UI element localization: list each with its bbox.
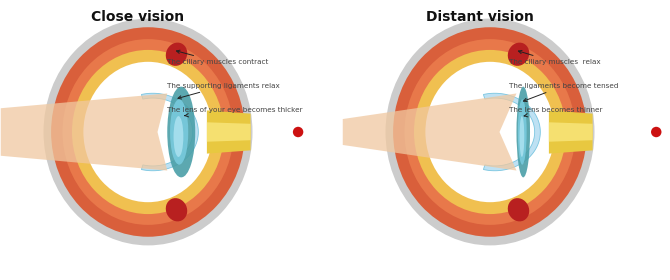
Ellipse shape	[83, 62, 212, 202]
Text: Close vision: Close vision	[91, 10, 184, 24]
Ellipse shape	[519, 116, 524, 157]
Ellipse shape	[508, 198, 529, 221]
Text: The ciliary muscles contract: The ciliary muscles contract	[167, 50, 269, 65]
Ellipse shape	[518, 99, 527, 165]
Ellipse shape	[425, 62, 555, 202]
Text: The lens of your eye becomes thicker: The lens of your eye becomes thicker	[167, 107, 303, 117]
Text: Distant vision: Distant vision	[426, 10, 534, 24]
Ellipse shape	[385, 18, 594, 245]
Circle shape	[651, 127, 661, 137]
Polygon shape	[1, 94, 168, 171]
Ellipse shape	[517, 87, 530, 177]
Ellipse shape	[174, 116, 184, 157]
Polygon shape	[207, 122, 251, 142]
Ellipse shape	[62, 39, 234, 225]
Polygon shape	[484, 93, 540, 171]
Text: The supporting ligaments relax: The supporting ligaments relax	[167, 83, 280, 99]
Text: The ligaments become tensed: The ligaments become tensed	[509, 83, 618, 102]
Ellipse shape	[44, 18, 253, 245]
Polygon shape	[141, 93, 198, 171]
Ellipse shape	[51, 27, 245, 237]
Polygon shape	[549, 122, 592, 142]
Circle shape	[293, 127, 304, 137]
Ellipse shape	[405, 39, 576, 225]
Polygon shape	[343, 94, 517, 171]
Ellipse shape	[72, 50, 224, 214]
Polygon shape	[207, 110, 251, 154]
Ellipse shape	[165, 43, 187, 66]
Ellipse shape	[508, 43, 529, 66]
Text: The ciliary muscles  relax: The ciliary muscles relax	[509, 50, 600, 65]
Ellipse shape	[393, 27, 587, 237]
Ellipse shape	[414, 50, 566, 214]
Ellipse shape	[170, 99, 188, 165]
Ellipse shape	[165, 198, 187, 221]
Ellipse shape	[168, 87, 195, 177]
Text: The lens becomes thinner: The lens becomes thinner	[509, 107, 602, 117]
Polygon shape	[549, 110, 592, 154]
